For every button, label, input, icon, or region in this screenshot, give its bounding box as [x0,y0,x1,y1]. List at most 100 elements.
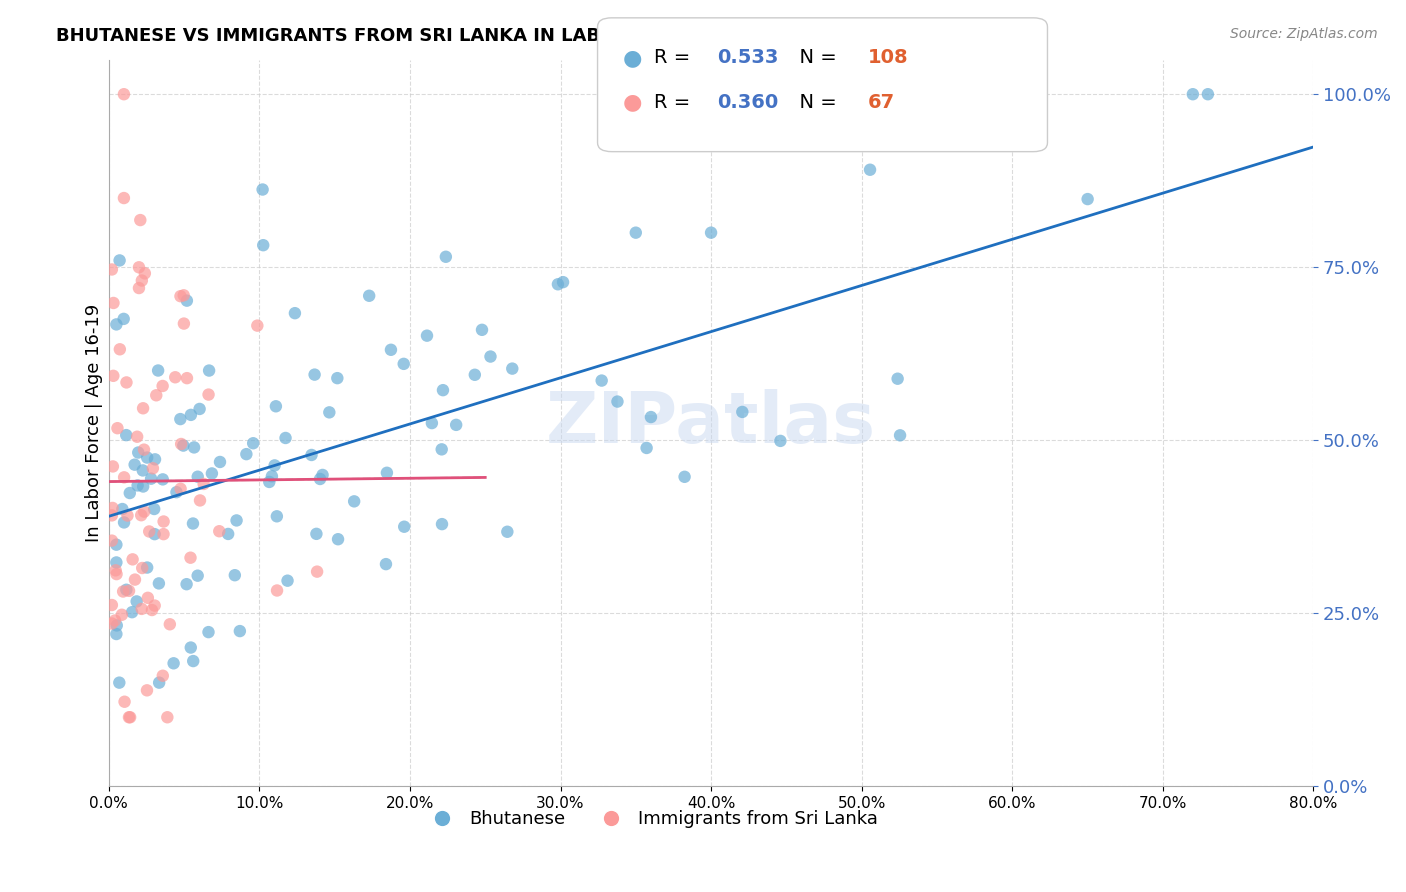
Bhutanese [115,428,138,442]
Immigrants from Sri Lanka [208,524,231,539]
Y-axis label: In Labor Force | Age 16-19: In Labor Force | Age 16-19 [86,304,103,542]
Immigrants from Sri Lanka [131,602,153,616]
Bhutanese [551,275,574,289]
Bhutanese [132,463,155,477]
Bhutanese [166,485,188,500]
Bhutanese [118,486,141,500]
Immigrants from Sri Lanka [132,401,155,416]
Bhutanese [479,350,502,364]
Bhutanese [143,527,166,541]
Bhutanese [108,675,131,690]
Immigrants from Sri Lanka [131,273,153,287]
Immigrants from Sri Lanka [197,387,219,401]
Bhutanese [305,526,328,541]
Immigrants from Sri Lanka [145,388,167,402]
Bhutanese [309,472,332,486]
Bhutanese [769,434,792,448]
Text: 67: 67 [868,93,894,112]
Immigrants from Sri Lanka [103,296,125,310]
Bhutanese [224,568,246,582]
Bhutanese [420,416,443,430]
Bhutanese [108,253,131,268]
Immigrants from Sri Lanka [104,614,127,628]
Immigrants from Sri Lanka [159,617,181,632]
Bhutanese [591,374,613,388]
Immigrants from Sri Lanka [134,266,156,280]
Bhutanese [636,441,658,455]
Bhutanese [181,516,204,531]
Immigrants from Sri Lanka [138,524,160,539]
Immigrants from Sri Lanka [136,591,159,605]
Bhutanese [380,343,402,357]
Immigrants from Sri Lanka [101,262,124,277]
Immigrants from Sri Lanka [129,213,152,227]
Immigrants from Sri Lanka [107,421,129,435]
Immigrants from Sri Lanka [152,379,174,393]
Text: 108: 108 [868,48,908,68]
Immigrants from Sri Lanka [101,598,124,612]
Bhutanese [112,312,135,326]
Bhutanese [284,306,307,320]
Bhutanese [229,624,252,638]
Bhutanese [252,182,274,196]
Immigrants from Sri Lanka [128,281,150,295]
Bhutanese [235,447,257,461]
Bhutanese [180,408,202,422]
Bhutanese [392,357,415,371]
Bhutanese [501,361,523,376]
Immigrants from Sri Lanka [152,669,174,683]
Immigrants from Sri Lanka [266,583,288,598]
Bhutanese [112,516,135,530]
Bhutanese [187,568,209,582]
Bhutanese [115,582,138,597]
Bhutanese [148,675,170,690]
Text: N =: N = [787,48,844,68]
Immigrants from Sri Lanka [246,318,269,333]
Bhutanese [208,455,231,469]
Bhutanese [105,556,128,570]
Legend: Bhutanese, Immigrants from Sri Lanka: Bhutanese, Immigrants from Sri Lanka [418,803,884,836]
Immigrants from Sri Lanka [173,288,195,302]
Bhutanese [127,478,149,492]
Immigrants from Sri Lanka [188,493,211,508]
Immigrants from Sri Lanka [128,260,150,275]
Text: 0.360: 0.360 [717,93,779,112]
Bhutanese [139,472,162,486]
Bhutanese [143,502,166,516]
Bhutanese [225,513,247,527]
Text: R =: R = [654,93,696,112]
Immigrants from Sri Lanka [142,461,165,475]
Bhutanese [1181,87,1204,102]
Bhutanese [259,475,281,489]
Bhutanese [136,450,159,465]
Bhutanese [105,627,128,641]
Immigrants from Sri Lanka [112,87,135,102]
Bhutanese [169,412,191,426]
Bhutanese [326,533,349,547]
Bhutanese [392,519,415,533]
Immigrants from Sri Lanka [143,599,166,613]
Immigrants from Sri Lanka [129,508,152,523]
Bhutanese [183,441,205,455]
Bhutanese [375,466,398,480]
Immigrants from Sri Lanka [179,550,201,565]
Immigrants from Sri Lanka [101,459,124,474]
Bhutanese [146,363,169,377]
Bhutanese [105,318,128,332]
Bhutanese [136,560,159,574]
Immigrants from Sri Lanka [103,368,125,383]
Immigrants from Sri Lanka [111,607,134,622]
Immigrants from Sri Lanka [101,616,124,631]
Bhutanese [700,226,723,240]
Immigrants from Sri Lanka [118,583,141,598]
Immigrants from Sri Lanka [105,567,128,582]
Immigrants from Sri Lanka [176,371,198,385]
Immigrants from Sri Lanka [101,508,124,523]
Bhutanese [252,238,274,252]
Bhutanese [121,605,143,619]
Immigrants from Sri Lanka [118,710,141,724]
Bhutanese [266,509,288,524]
Bhutanese [124,458,146,472]
Bhutanese [172,439,194,453]
Immigrants from Sri Lanka [115,376,138,390]
